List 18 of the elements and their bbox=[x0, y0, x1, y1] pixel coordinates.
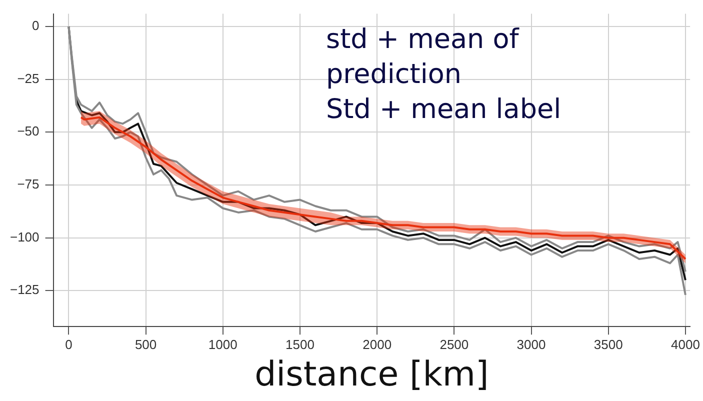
y-tick-label: −75 bbox=[17, 176, 40, 192]
annotation: std + mean of prediction bbox=[326, 23, 520, 92]
x-axis-title: distance [km] bbox=[254, 354, 489, 394]
x-tick-label: 0 bbox=[65, 336, 72, 352]
x-tick-label: 500 bbox=[134, 336, 157, 352]
y-tick-label: −50 bbox=[17, 124, 40, 139]
x-tick-label: 2500 bbox=[440, 336, 469, 352]
x-tick-label: 2000 bbox=[362, 336, 392, 352]
y-tick-label: −25 bbox=[17, 70, 40, 86]
y-tick-label: −100 bbox=[10, 229, 40, 244]
x-tick-label: 3000 bbox=[516, 336, 546, 352]
annotation: Std + mean label bbox=[326, 93, 562, 127]
y-tick-label: 0 bbox=[32, 18, 40, 34]
y-tick-label: −125 bbox=[10, 282, 40, 298]
x-tick-label: 3500 bbox=[594, 336, 623, 352]
x-tick-label: 1000 bbox=[208, 336, 238, 352]
x-tick-label: 4000 bbox=[670, 336, 700, 352]
x-tick-label: 1500 bbox=[286, 336, 314, 352]
